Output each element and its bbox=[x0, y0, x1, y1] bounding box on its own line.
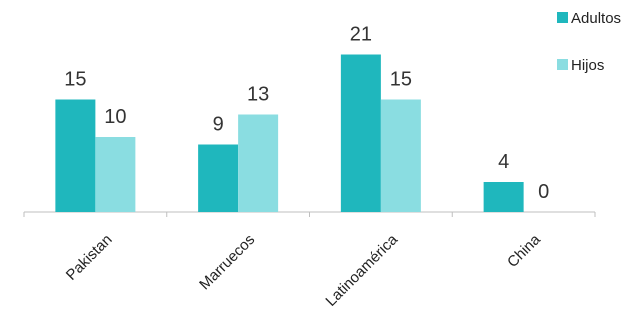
bar-hijos bbox=[238, 114, 279, 212]
legend-swatch-adultos bbox=[557, 12, 568, 23]
data-label-hijos: 15 bbox=[390, 69, 412, 91]
data-label-adultos: 9 bbox=[213, 114, 224, 136]
x-tick-label: Pakistan bbox=[63, 231, 116, 284]
bar-hijos bbox=[380, 99, 421, 212]
data-label-adultos: 21 bbox=[350, 24, 372, 46]
x-tick-label: Marruecos bbox=[196, 231, 258, 293]
bar-adultos bbox=[483, 182, 524, 212]
data-label-hijos: 13 bbox=[247, 84, 269, 106]
legend-label-hijos: Hijos bbox=[571, 57, 604, 74]
data-label-hijos: 0 bbox=[538, 181, 549, 203]
data-label-adultos: 4 bbox=[498, 151, 509, 173]
legend-label-adultos: Adultos bbox=[571, 10, 621, 27]
data-label-hijos: 10 bbox=[104, 106, 126, 128]
bar-adultos bbox=[340, 54, 381, 212]
bar-adultos bbox=[198, 144, 239, 212]
x-tick-label: Latinoamérica bbox=[322, 231, 401, 310]
x-tick-label: China bbox=[504, 231, 544, 271]
data-label-adultos: 15 bbox=[64, 69, 86, 91]
legend-swatch-hijos bbox=[557, 59, 568, 70]
bar-hijos bbox=[95, 137, 136, 212]
legend: Adultos Hijos bbox=[557, 10, 621, 74]
bar-adultos bbox=[55, 99, 96, 212]
